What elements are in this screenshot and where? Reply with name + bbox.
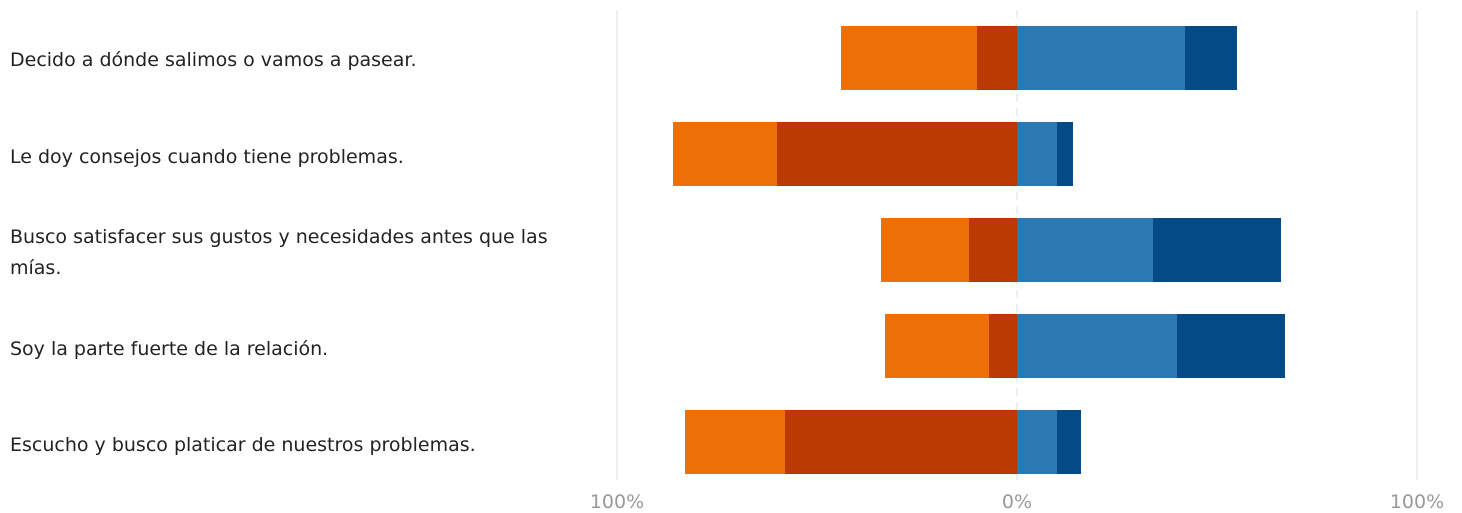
bar-segment — [1017, 122, 1057, 186]
bar-segment — [1177, 314, 1285, 378]
bar-segment — [777, 122, 1017, 186]
category-label: Escucho y busco platicar de nuestros pro… — [10, 434, 476, 456]
x-tick-label: 100% — [1390, 491, 1444, 513]
bar-segment — [1153, 218, 1281, 282]
bar-segment — [977, 26, 1017, 90]
bar-segment — [969, 218, 1017, 282]
category-label: Decido a dónde salimos o vamos a pasear. — [10, 49, 417, 71]
bar-segment — [881, 218, 969, 282]
bar-segment — [1017, 314, 1177, 378]
bar-segment — [989, 314, 1017, 378]
x-tick-label: 100% — [590, 491, 644, 513]
bar-segment — [1017, 218, 1153, 282]
category-label: Soy la parte fuerte de la relación. — [10, 338, 329, 360]
bar-segment — [685, 410, 785, 474]
category-label: Busco satisfacer sus gustos y necesidade… — [10, 226, 548, 279]
bar-segment — [1057, 410, 1081, 474]
bar-segment — [1185, 26, 1237, 90]
bar-segment — [1017, 410, 1057, 474]
bar-segment — [785, 410, 1017, 474]
bar-segment — [1057, 122, 1073, 186]
bar-segment — [885, 314, 989, 378]
bar-segment — [841, 26, 977, 90]
bar-segment — [1017, 26, 1185, 90]
bar-segment — [673, 122, 777, 186]
category-label: Le doy consejos cuando tiene problemas. — [10, 146, 404, 168]
x-tick-label: 0% — [1002, 491, 1032, 513]
